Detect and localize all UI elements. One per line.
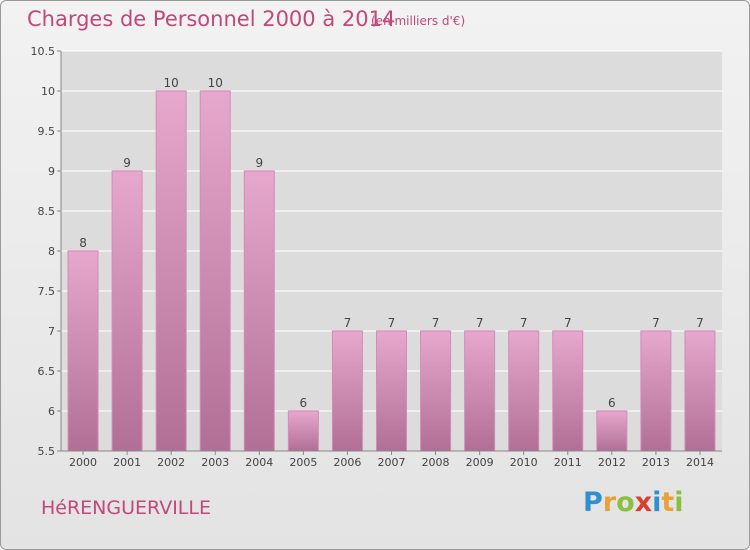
- data-label: 7: [388, 316, 396, 330]
- data-label: 7: [344, 316, 352, 330]
- y-tick-label: 6: [48, 405, 55, 418]
- y-tick-label: 8: [48, 245, 55, 258]
- logo-letter: i: [674, 487, 684, 518]
- data-label: 7: [696, 316, 704, 330]
- y-tick-label: 7: [48, 325, 55, 338]
- x-tick-label: 2003: [201, 456, 229, 469]
- bar: [376, 330, 407, 452]
- chart-title: Charges de Personnel 2000 à 2014: [27, 7, 396, 31]
- x-tick-label: 2000: [69, 456, 97, 469]
- logo-letter: r: [602, 487, 617, 518]
- logo-letter: o: [616, 487, 635, 518]
- x-tick-label: 2012: [598, 456, 626, 469]
- y-tick-label: 9.5: [38, 125, 56, 138]
- data-label: 10: [164, 76, 179, 90]
- bar: [508, 330, 540, 452]
- bar: [684, 330, 716, 452]
- bar: [331, 330, 363, 452]
- logo-letter: i: [652, 487, 662, 518]
- data-label: 7: [520, 316, 528, 330]
- data-label: 8: [79, 236, 87, 250]
- x-tick-label: 2009: [466, 456, 494, 469]
- y-tick-label: 6.5: [38, 365, 56, 378]
- x-tick-label: 2002: [157, 456, 185, 469]
- bar: [287, 410, 319, 452]
- data-labels: 8 9 10 10 9 6 7 7 7 7 7 7 6 7 7: [79, 76, 704, 410]
- bar: [596, 410, 628, 452]
- data-label: 9: [255, 156, 263, 170]
- bar: [552, 330, 584, 452]
- x-tick-label: 2007: [378, 456, 406, 469]
- x-tick-label: 2011: [554, 456, 582, 469]
- x-tick-label: 2005: [289, 456, 317, 469]
- x-tick-label: 2001: [113, 456, 141, 469]
- data-label: 10: [208, 76, 223, 90]
- y-tick-label: 10: [41, 85, 55, 98]
- bar: [420, 330, 452, 452]
- logo-letter: t: [661, 487, 675, 518]
- x-tick-label: 2014: [686, 456, 714, 469]
- bar: [464, 330, 496, 452]
- axes: 5.5 6 6.5 7 7.5 8 8.5 9 9.5 10 10.5 2000 2001 2002 200…: [31, 45, 722, 469]
- x-tick-label: 2013: [642, 456, 670, 469]
- proxiti-logo[interactable]: Proxiti: [583, 487, 684, 518]
- bar: [67, 250, 99, 452]
- data-label: 7: [432, 316, 440, 330]
- data-label: 6: [608, 396, 616, 410]
- data-label: 7: [476, 316, 484, 330]
- y-tick-label: 10.5: [31, 45, 56, 58]
- chart-subtitle: (en milliers d'€): [371, 14, 466, 28]
- logo-letter: x: [634, 487, 653, 518]
- data-label: 7: [652, 316, 660, 330]
- town-name: HéRENGUERVILLE: [41, 497, 211, 519]
- bar: [111, 170, 143, 452]
- bar: [243, 170, 275, 452]
- data-label: 9: [123, 156, 131, 170]
- x-tick-label: 2006: [333, 456, 361, 469]
- bar: [155, 90, 187, 452]
- bar: [199, 90, 231, 452]
- data-label: 7: [564, 316, 572, 330]
- x-tick-label: 2010: [510, 456, 538, 469]
- y-tick-label: 8.5: [38, 205, 56, 218]
- x-tick-label: 2004: [245, 456, 273, 469]
- y-tick-label: 7.5: [38, 285, 56, 298]
- y-tick-label: 5.5: [38, 445, 56, 458]
- y-tick-label: 9: [48, 165, 55, 178]
- x-tick-label: 2008: [422, 456, 450, 469]
- logo-letter: P: [583, 487, 603, 518]
- data-label: 6: [300, 396, 308, 410]
- bar: [640, 330, 672, 452]
